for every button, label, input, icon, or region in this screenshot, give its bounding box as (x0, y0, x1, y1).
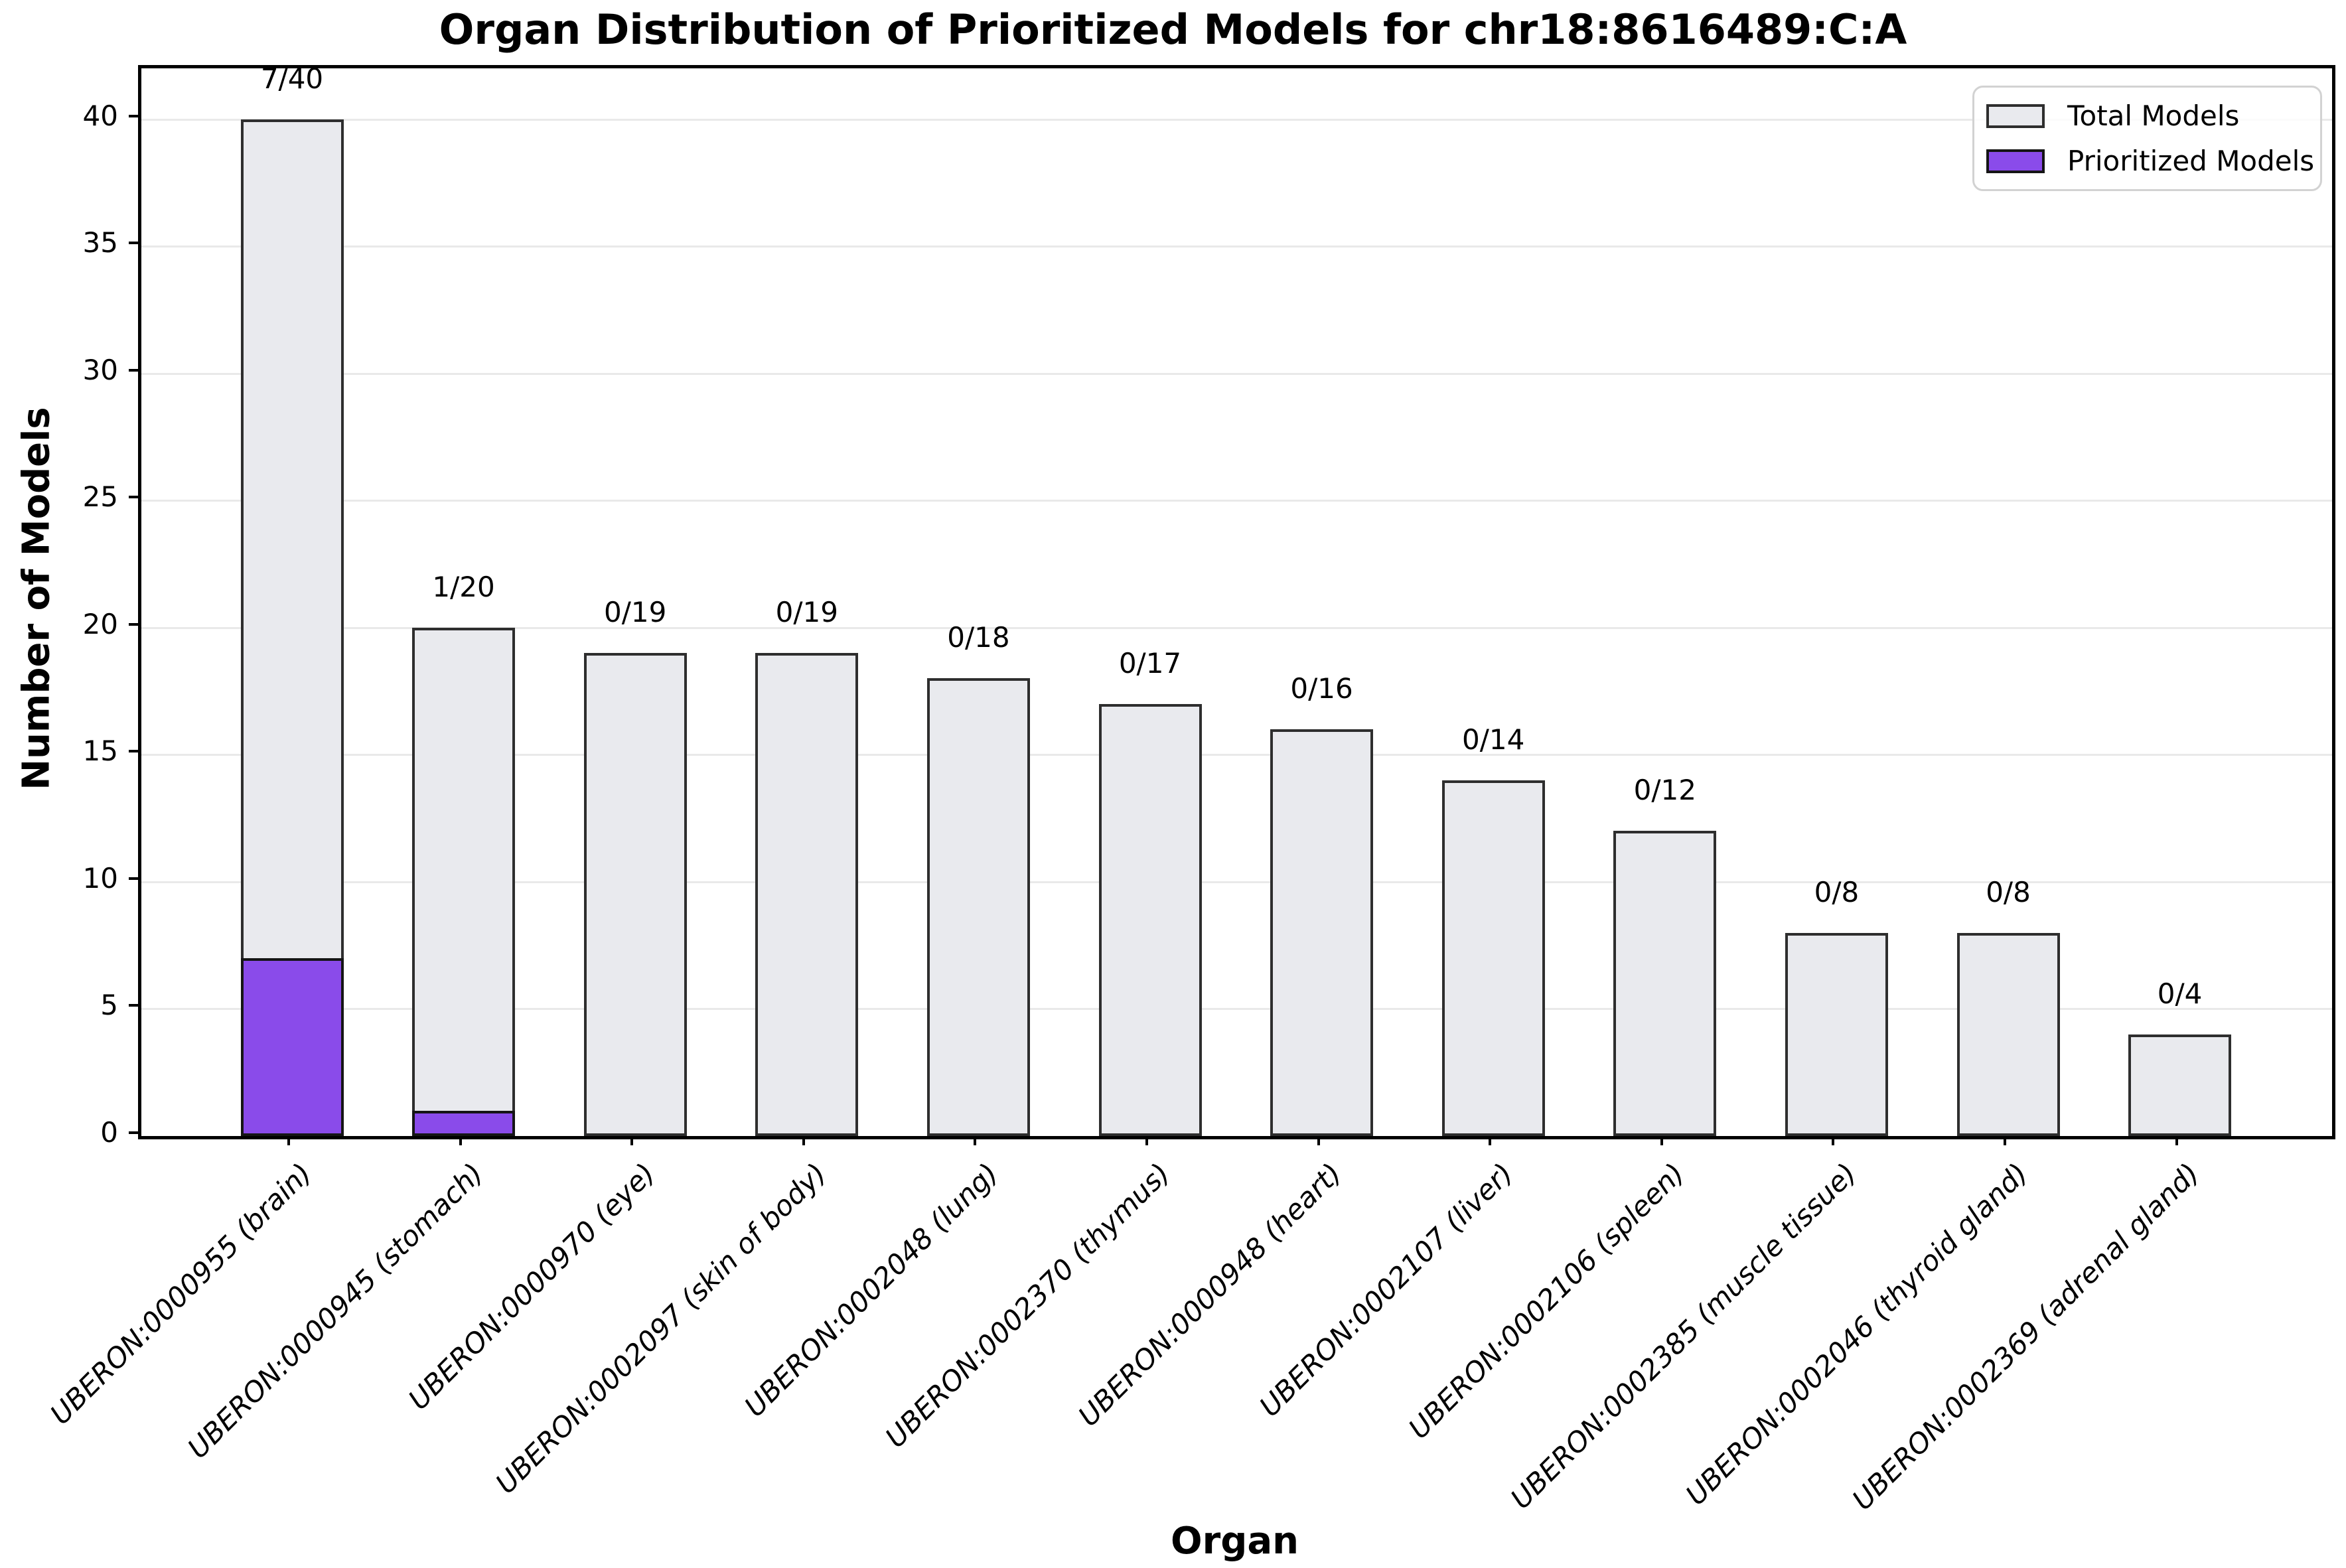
gridline-y15 (141, 754, 2332, 756)
y-tick-label-10: 10 (82, 861, 118, 894)
bar-total-10 (1785, 932, 1888, 1136)
x-tick-mark-9 (1660, 1136, 1663, 1145)
x-tick-mark-12 (2175, 1136, 2178, 1145)
y-tick-mark-30 (129, 368, 138, 372)
y-tick-label-20: 20 (82, 607, 118, 640)
gridline-y25 (141, 500, 2332, 502)
bar-total-9 (1613, 831, 1717, 1136)
bar-total-12 (2128, 1034, 2232, 1136)
x-tick-mark-7 (1317, 1136, 1320, 1145)
bar-value-label-6: 0/17 (1118, 646, 1182, 679)
y-tick-label-35: 35 (82, 226, 118, 259)
bar-total-2 (412, 627, 516, 1136)
bar-total-3 (583, 653, 687, 1136)
y-tick-label-0: 0 (100, 1116, 118, 1149)
y-tick-label-25: 25 (82, 480, 118, 514)
y-tick-mark-5 (129, 1004, 138, 1007)
bar-value-label-9: 0/12 (1633, 774, 1696, 807)
chart-title: Organ Distribution of Prioritized Models… (439, 5, 1907, 54)
bar-value-label-10: 0/8 (1814, 875, 1860, 908)
y-tick-mark-20 (129, 622, 138, 626)
y-tick-mark-25 (129, 496, 138, 499)
legend-label-prioritized: Prioritized Models (2067, 144, 2315, 177)
x-tick-mark-2 (459, 1136, 462, 1145)
bar-total-6 (1098, 703, 1202, 1136)
bar-value-label-2: 1/20 (432, 570, 495, 603)
y-tick-mark-35 (129, 242, 138, 245)
y-tick-label-15: 15 (82, 735, 118, 768)
bar-total-4 (755, 653, 859, 1136)
gridline-y5 (141, 1008, 2332, 1011)
y-tick-label-40: 40 (82, 99, 118, 132)
bar-value-label-11: 0/8 (1986, 875, 2031, 908)
total-models-swatch (1986, 104, 2045, 128)
bar-total-11 (1956, 932, 2060, 1136)
legend-item-prioritized-models: Prioritized Models (1986, 145, 2314, 177)
bar-value-label-8: 0/14 (1462, 723, 1525, 756)
x-tick-mark-3 (630, 1136, 634, 1145)
y-tick-label-30: 30 (82, 353, 118, 386)
bar-value-label-5: 0/18 (947, 621, 1010, 654)
x-tick-mark-10 (1832, 1136, 1835, 1145)
x-tick-mark-4 (802, 1136, 805, 1145)
gridline-y10 (141, 881, 2332, 883)
bar-total-5 (926, 678, 1030, 1136)
gridline-y40 (141, 118, 2332, 121)
gridline-y20 (141, 626, 2332, 629)
prioritized-models-swatch (1986, 149, 2045, 173)
x-tick-label-12: UBERON:0002369 (adrenal gland) (1846, 1157, 2206, 1517)
y-tick-mark-40 (129, 114, 138, 117)
gridline-y35 (141, 246, 2332, 248)
bar-prioritized-2 (412, 1110, 516, 1136)
bar-value-label-7: 0/16 (1290, 672, 1353, 705)
y-tick-mark-0 (129, 1131, 138, 1134)
y-tick-mark-15 (129, 750, 138, 753)
y-tick-label-5: 5 (100, 989, 118, 1022)
bar-total-7 (1270, 729, 1374, 1136)
legend: Total Models Prioritized Models (1972, 86, 2322, 191)
y-tick-mark-10 (129, 877, 138, 880)
x-tick-mark-8 (1489, 1136, 1492, 1145)
bar-value-label-4: 0/19 (775, 596, 838, 629)
legend-item-total-models: Total Models (1986, 99, 2308, 132)
y-axis-title: Number of Models (15, 407, 58, 790)
x-axis-title: Organ (1171, 1520, 1299, 1563)
x-tick-mark-1 (287, 1136, 290, 1145)
bar-total-8 (1441, 780, 1545, 1136)
plot-area: 7/40 1/20 0/19 0/19 0/18 0/17 0/16 0/14 0/12 0/8 0… (138, 62, 2335, 1139)
bar-value-label-3: 0/19 (604, 596, 667, 629)
bar-prioritized-1 (240, 958, 344, 1136)
bar-value-label-1: 7/40 (260, 62, 324, 95)
x-tick-mark-6 (1145, 1136, 1148, 1145)
bar-value-label-12: 0/4 (2157, 977, 2203, 1010)
x-tick-mark-11 (2004, 1136, 2006, 1145)
legend-label-total: Total Models (2067, 99, 2240, 132)
gridline-y30 (141, 372, 2332, 375)
x-tick-mark-5 (974, 1136, 977, 1145)
